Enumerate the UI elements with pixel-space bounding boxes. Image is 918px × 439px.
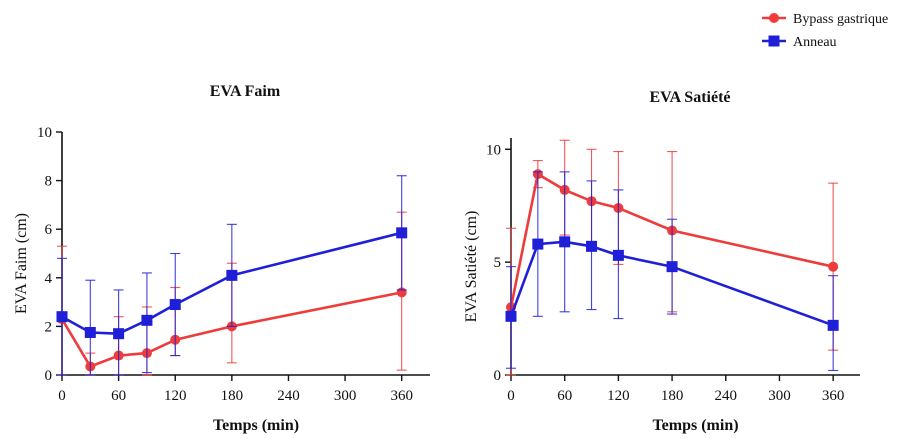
- series-anneau: [56, 175, 408, 376]
- x-tick-label: 180: [221, 388, 244, 404]
- x-tick-label: 60: [111, 388, 126, 404]
- data-point: [113, 328, 125, 340]
- legend-entry-anneau: Anneau: [762, 35, 837, 50]
- data-point: [505, 310, 517, 322]
- x-axis-label: Temps (min): [652, 417, 738, 434]
- data-point: [666, 261, 678, 273]
- x-axis-label: Temps (min): [213, 417, 299, 434]
- y-tick-label: 2: [45, 319, 53, 335]
- data-point: [56, 311, 68, 323]
- data-point: [828, 261, 839, 272]
- y-tick-label: 4: [45, 271, 53, 287]
- chart-title: EVA Faim: [210, 83, 281, 100]
- data-point: [169, 299, 181, 311]
- y-axis-label: EVA Satiété (cm): [463, 211, 480, 323]
- x-tick-label: 60: [557, 388, 572, 404]
- legend-label: Anneau: [793, 35, 837, 50]
- legend-entry-bypass-gastrique: Bypass gastrique: [762, 12, 888, 27]
- x-tick-label: 360: [390, 388, 413, 404]
- legend-label: Bypass gastrique: [793, 12, 888, 27]
- legend: Bypass gastrique Anneau: [762, 12, 888, 50]
- data-point: [559, 236, 571, 248]
- data-point: [226, 269, 238, 281]
- y-tick-label: 5: [494, 255, 502, 271]
- x-tick-label: 0: [58, 388, 66, 404]
- data-point: [827, 319, 839, 331]
- y-tick-label: 0: [45, 368, 53, 384]
- y-tick-label: 6: [45, 222, 53, 238]
- chart-title: EVA Satiété: [649, 89, 730, 106]
- x-tick-label: 240: [715, 388, 738, 404]
- x-tick-label: 300: [768, 388, 791, 404]
- x-tick-label: 300: [334, 388, 357, 404]
- x-tick-label: 120: [164, 388, 187, 404]
- y-axis-label: EVA Faim (cm): [13, 213, 30, 314]
- data-point: [396, 227, 408, 239]
- legend-marker: [769, 13, 779, 23]
- legend-marker: [768, 35, 780, 47]
- data-point: [586, 240, 598, 252]
- x-tick-label: 180: [661, 388, 684, 404]
- x-tick-label: 360: [822, 388, 845, 404]
- data-point: [141, 314, 153, 326]
- x-tick-label: 120: [607, 388, 630, 404]
- data-point: [84, 326, 96, 338]
- y-tick-label: 8: [45, 174, 53, 190]
- series-anneau: [505, 171, 839, 372]
- data-point: [612, 249, 624, 261]
- x-tick-label: 0: [507, 388, 515, 404]
- chart-eva-faim: EVA Faim 0 60 120 180 240 300 360 0 2 4 6 8 10 Temps (…: [13, 83, 430, 434]
- y-tick-label: 10: [37, 125, 52, 141]
- chart-eva-satiete: EVA Satiété 0 60 120 180 240 300 360 0 5 10 Temps (…: [463, 89, 860, 434]
- x-tick-label: 240: [277, 388, 300, 404]
- y-tick-label: 10: [486, 142, 501, 158]
- data-point: [532, 238, 544, 250]
- y-tick-label: 0: [494, 368, 502, 384]
